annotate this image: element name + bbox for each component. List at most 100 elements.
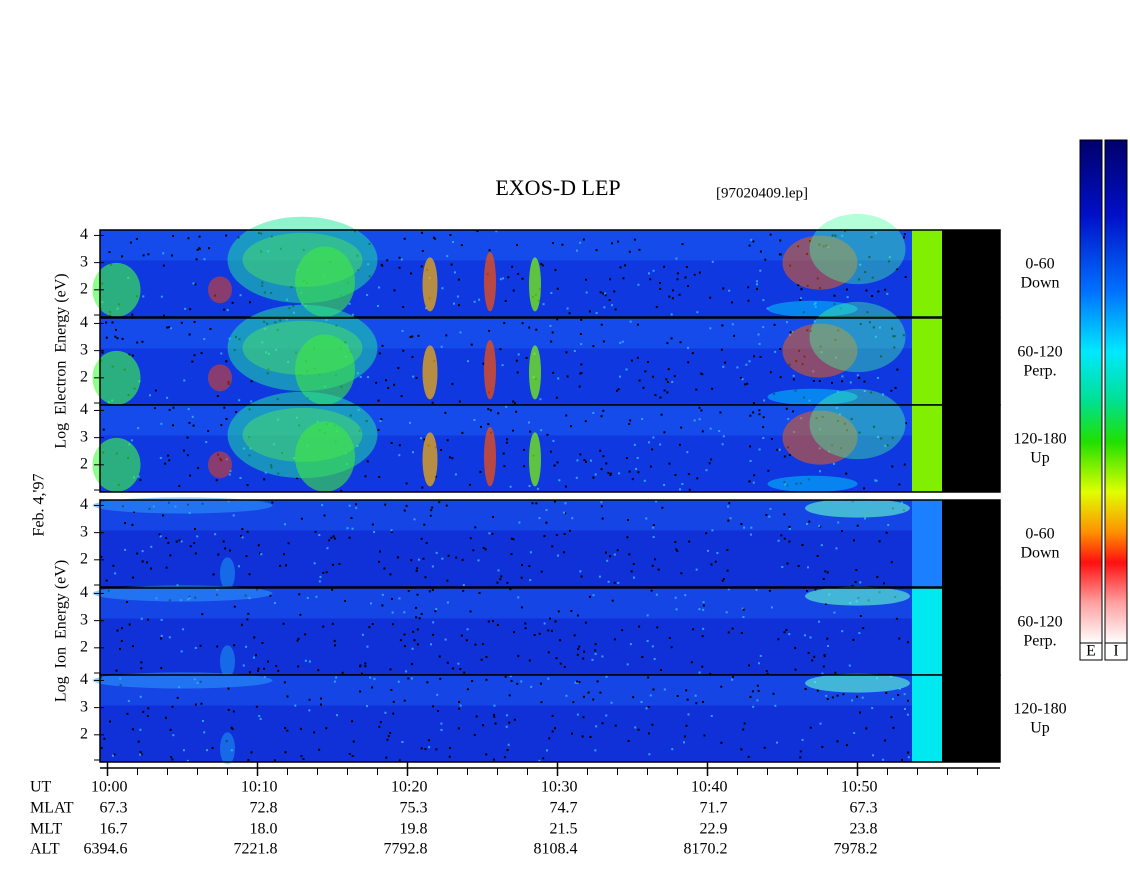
speckle [255, 705, 258, 708]
speckle [195, 258, 198, 261]
speckle [700, 409, 703, 412]
speckle [668, 636, 671, 639]
speckle [465, 639, 468, 642]
speckle [563, 533, 566, 536]
speckle [282, 622, 285, 625]
speckle [341, 671, 344, 674]
speckle [690, 661, 693, 664]
speckle [547, 629, 550, 632]
speckle [405, 504, 408, 507]
speckle [520, 564, 523, 567]
speckle [389, 573, 392, 576]
speckle [649, 278, 652, 281]
speckle [652, 536, 655, 539]
speckle [458, 700, 461, 703]
speckle [792, 374, 795, 377]
speckle [116, 337, 119, 340]
speckle [609, 555, 612, 558]
speckle [398, 454, 401, 457]
speckle [632, 696, 635, 699]
speckle [100, 555, 103, 558]
speckle [383, 567, 386, 570]
speckle [191, 360, 194, 363]
speckle [755, 288, 758, 291]
colorbar-label: E [1086, 643, 1096, 660]
speckle [351, 720, 354, 723]
speckle [422, 557, 425, 560]
speckle [407, 677, 410, 680]
speckle [540, 701, 543, 704]
speckle [167, 541, 170, 544]
speckle [434, 237, 437, 240]
speckle [223, 406, 226, 409]
speckle [764, 258, 767, 261]
speckle [462, 589, 465, 592]
spectrogram-panel [92, 301, 1001, 406]
speckle [408, 421, 411, 424]
speckle [436, 693, 439, 696]
speckle [617, 240, 620, 243]
orbit-label: ALT [30, 841, 60, 858]
speckle [785, 628, 788, 631]
flux-feature [92, 437, 141, 492]
speckle [844, 230, 847, 233]
speckle [825, 694, 828, 697]
speckle [648, 753, 651, 756]
speckle [540, 429, 543, 432]
speckle [557, 377, 560, 380]
speckle [799, 297, 802, 300]
speckle [553, 500, 556, 503]
spectrogram-panel [92, 497, 1001, 590]
speckle [162, 264, 165, 267]
speckle [642, 386, 645, 389]
speckle [659, 396, 662, 399]
speckle [458, 707, 461, 710]
speckle [348, 536, 351, 539]
speckle [420, 612, 423, 615]
speckle [569, 425, 572, 428]
speckle [618, 472, 621, 475]
speckle [752, 402, 755, 405]
speckle [415, 569, 418, 572]
speckle [439, 677, 442, 680]
speckle [194, 646, 197, 649]
speckle [359, 375, 362, 378]
speckle [186, 454, 189, 457]
speckle [398, 266, 401, 269]
speckle [809, 726, 812, 729]
speckle [351, 527, 354, 530]
speckle [336, 714, 339, 717]
speckle [826, 637, 829, 640]
speckle [667, 368, 670, 371]
y-tick-label: 3 [80, 428, 88, 445]
speckle [306, 596, 309, 599]
fill-bar [912, 318, 942, 405]
speckle [765, 670, 768, 673]
speckle [509, 588, 512, 591]
speckle [762, 326, 765, 329]
speckle [680, 426, 683, 429]
speckle [741, 607, 744, 610]
speckle [459, 331, 462, 334]
speckle [816, 554, 819, 557]
speckle [617, 581, 620, 584]
speckle [493, 715, 496, 718]
speckle [657, 568, 660, 571]
speckle [893, 346, 896, 349]
x-tick-label: 10:10 [241, 779, 277, 796]
speckle [851, 699, 854, 702]
speckle [818, 380, 821, 383]
speckle [641, 417, 644, 420]
speckle [650, 589, 653, 592]
speckle [748, 664, 751, 667]
speckle [446, 439, 449, 442]
speckle [480, 658, 483, 661]
speckle [279, 564, 282, 567]
speckle [304, 633, 307, 636]
speckle [403, 611, 406, 614]
speckle [222, 540, 225, 543]
speckle [891, 436, 894, 439]
speckle [431, 705, 434, 708]
speckle [575, 476, 578, 479]
